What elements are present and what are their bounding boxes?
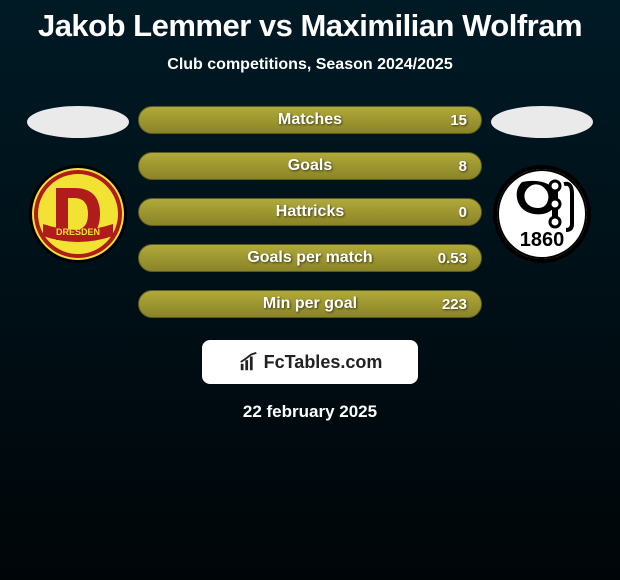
right-column: 1860 — [482, 106, 602, 264]
stat-label: Goals per match — [247, 249, 372, 267]
stat-label: Hattricks — [276, 203, 344, 221]
player-photo-left — [27, 106, 129, 138]
stat-value-right: 223 — [442, 296, 467, 313]
subtitle: Club competitions, Season 2024/2025 — [167, 56, 452, 74]
stat-value-right: 0.53 — [438, 250, 467, 267]
svg-text:1860: 1860 — [520, 229, 565, 251]
tsv-1860-logo: 1860 — [492, 164, 592, 264]
stat-row-goals: Goals 8 — [138, 152, 482, 180]
comparison-card: Jakob Lemmer vs Maximilian Wolfram Club … — [0, 0, 620, 430]
page-title: Jakob Lemmer vs Maximilian Wolfram — [38, 8, 582, 44]
stat-value-right: 8 — [459, 158, 467, 175]
club-badge-right: 1860 — [492, 164, 592, 264]
dynamo-dresden-logo: DRESDEN — [28, 164, 128, 264]
brand-text: FcTables.com — [264, 352, 383, 373]
stat-row-min-per-goal: Min per goal 223 — [138, 290, 482, 318]
stats-column: Matches 15 Goals 8 Hattricks 0 Goals per… — [138, 106, 482, 318]
svg-text:DRESDEN: DRESDEN — [56, 227, 100, 237]
stat-row-goals-per-match: Goals per match 0.53 — [138, 244, 482, 272]
stat-value-right: 0 — [459, 204, 467, 221]
stat-value-right: 15 — [450, 112, 467, 129]
stat-row-matches: Matches 15 — [138, 106, 482, 134]
main-row: DRESDEN Matches 15 Goals 8 Hattricks 0 G… — [10, 106, 610, 318]
stat-label: Matches — [278, 111, 342, 129]
left-column: DRESDEN — [18, 106, 138, 264]
date-text: 22 february 2025 — [243, 402, 377, 422]
stat-row-hattricks: Hattricks 0 — [138, 198, 482, 226]
chart-icon — [238, 351, 260, 373]
stat-label: Goals — [288, 157, 332, 175]
stat-label: Min per goal — [263, 295, 357, 313]
brand-badge[interactable]: FcTables.com — [202, 340, 418, 384]
club-badge-left: DRESDEN — [28, 164, 128, 264]
player-photo-right — [491, 106, 593, 138]
